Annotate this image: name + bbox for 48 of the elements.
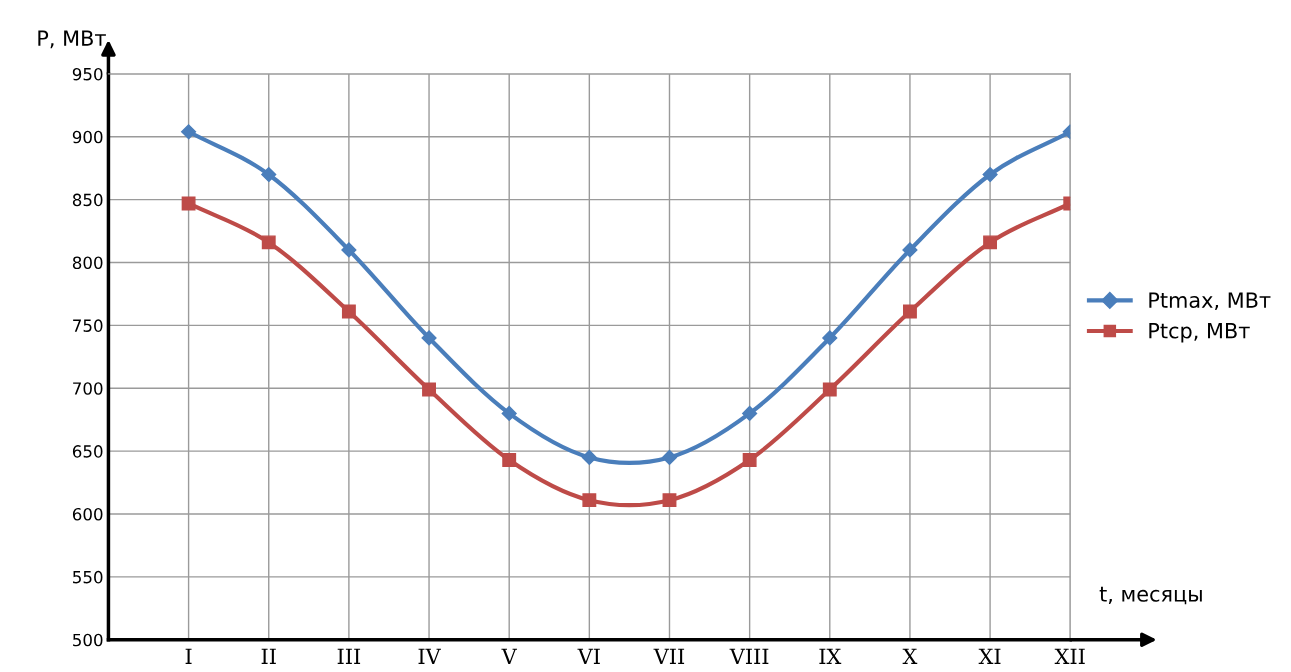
x-tick-label: VIII (729, 648, 769, 664)
y-tick-label: 500 (73, 633, 103, 647)
x-tick-label: XII (1054, 648, 1085, 664)
point (822, 382, 837, 397)
y-tick-label: 850 (72, 193, 103, 207)
point (341, 304, 356, 319)
point (582, 493, 597, 508)
x-axis-title: t, месяцы (1099, 586, 1202, 605)
point (421, 330, 437, 346)
y-axis-title: P, МВт (38, 30, 106, 49)
point (902, 304, 917, 319)
x-tick-label: XI (978, 648, 1001, 664)
legend-label: Ptmax, МВт (1149, 292, 1271, 311)
point (181, 124, 197, 140)
point (502, 452, 517, 467)
point (982, 166, 998, 183)
x-tick-label: IV (418, 648, 441, 664)
x-tick-label: VI (577, 648, 600, 664)
point (902, 242, 918, 258)
point (581, 449, 597, 465)
point (983, 235, 998, 250)
point (341, 242, 357, 258)
x-tick-label: X (902, 648, 918, 664)
x-tick-label: III (337, 648, 361, 664)
x-tick-label: I (185, 648, 192, 664)
point (422, 382, 436, 397)
y-tick-label: 600 (72, 507, 103, 521)
point (661, 449, 678, 465)
point (181, 196, 196, 211)
y-tick-label: 750 (73, 319, 103, 332)
y-tick-label: 800 (72, 256, 103, 270)
point (822, 330, 838, 346)
x-tick-label: IX (819, 648, 842, 664)
y-tick-label: 950 (72, 67, 103, 81)
y-tick-label: 900 (72, 130, 103, 144)
x-tick-label: II (261, 648, 276, 664)
x-tick-label: VII (653, 648, 685, 664)
point (742, 452, 757, 467)
point (742, 405, 758, 421)
y-tick-label: 650 (72, 445, 103, 458)
x-tick-label: V (501, 648, 518, 664)
point (261, 235, 276, 250)
point (501, 405, 517, 421)
y-tick-label: 550 (73, 570, 103, 584)
point (261, 166, 277, 183)
y-tick-label: 700 (73, 382, 103, 395)
point (662, 493, 677, 508)
legend-label: Ptср, МВт (1149, 323, 1250, 343)
